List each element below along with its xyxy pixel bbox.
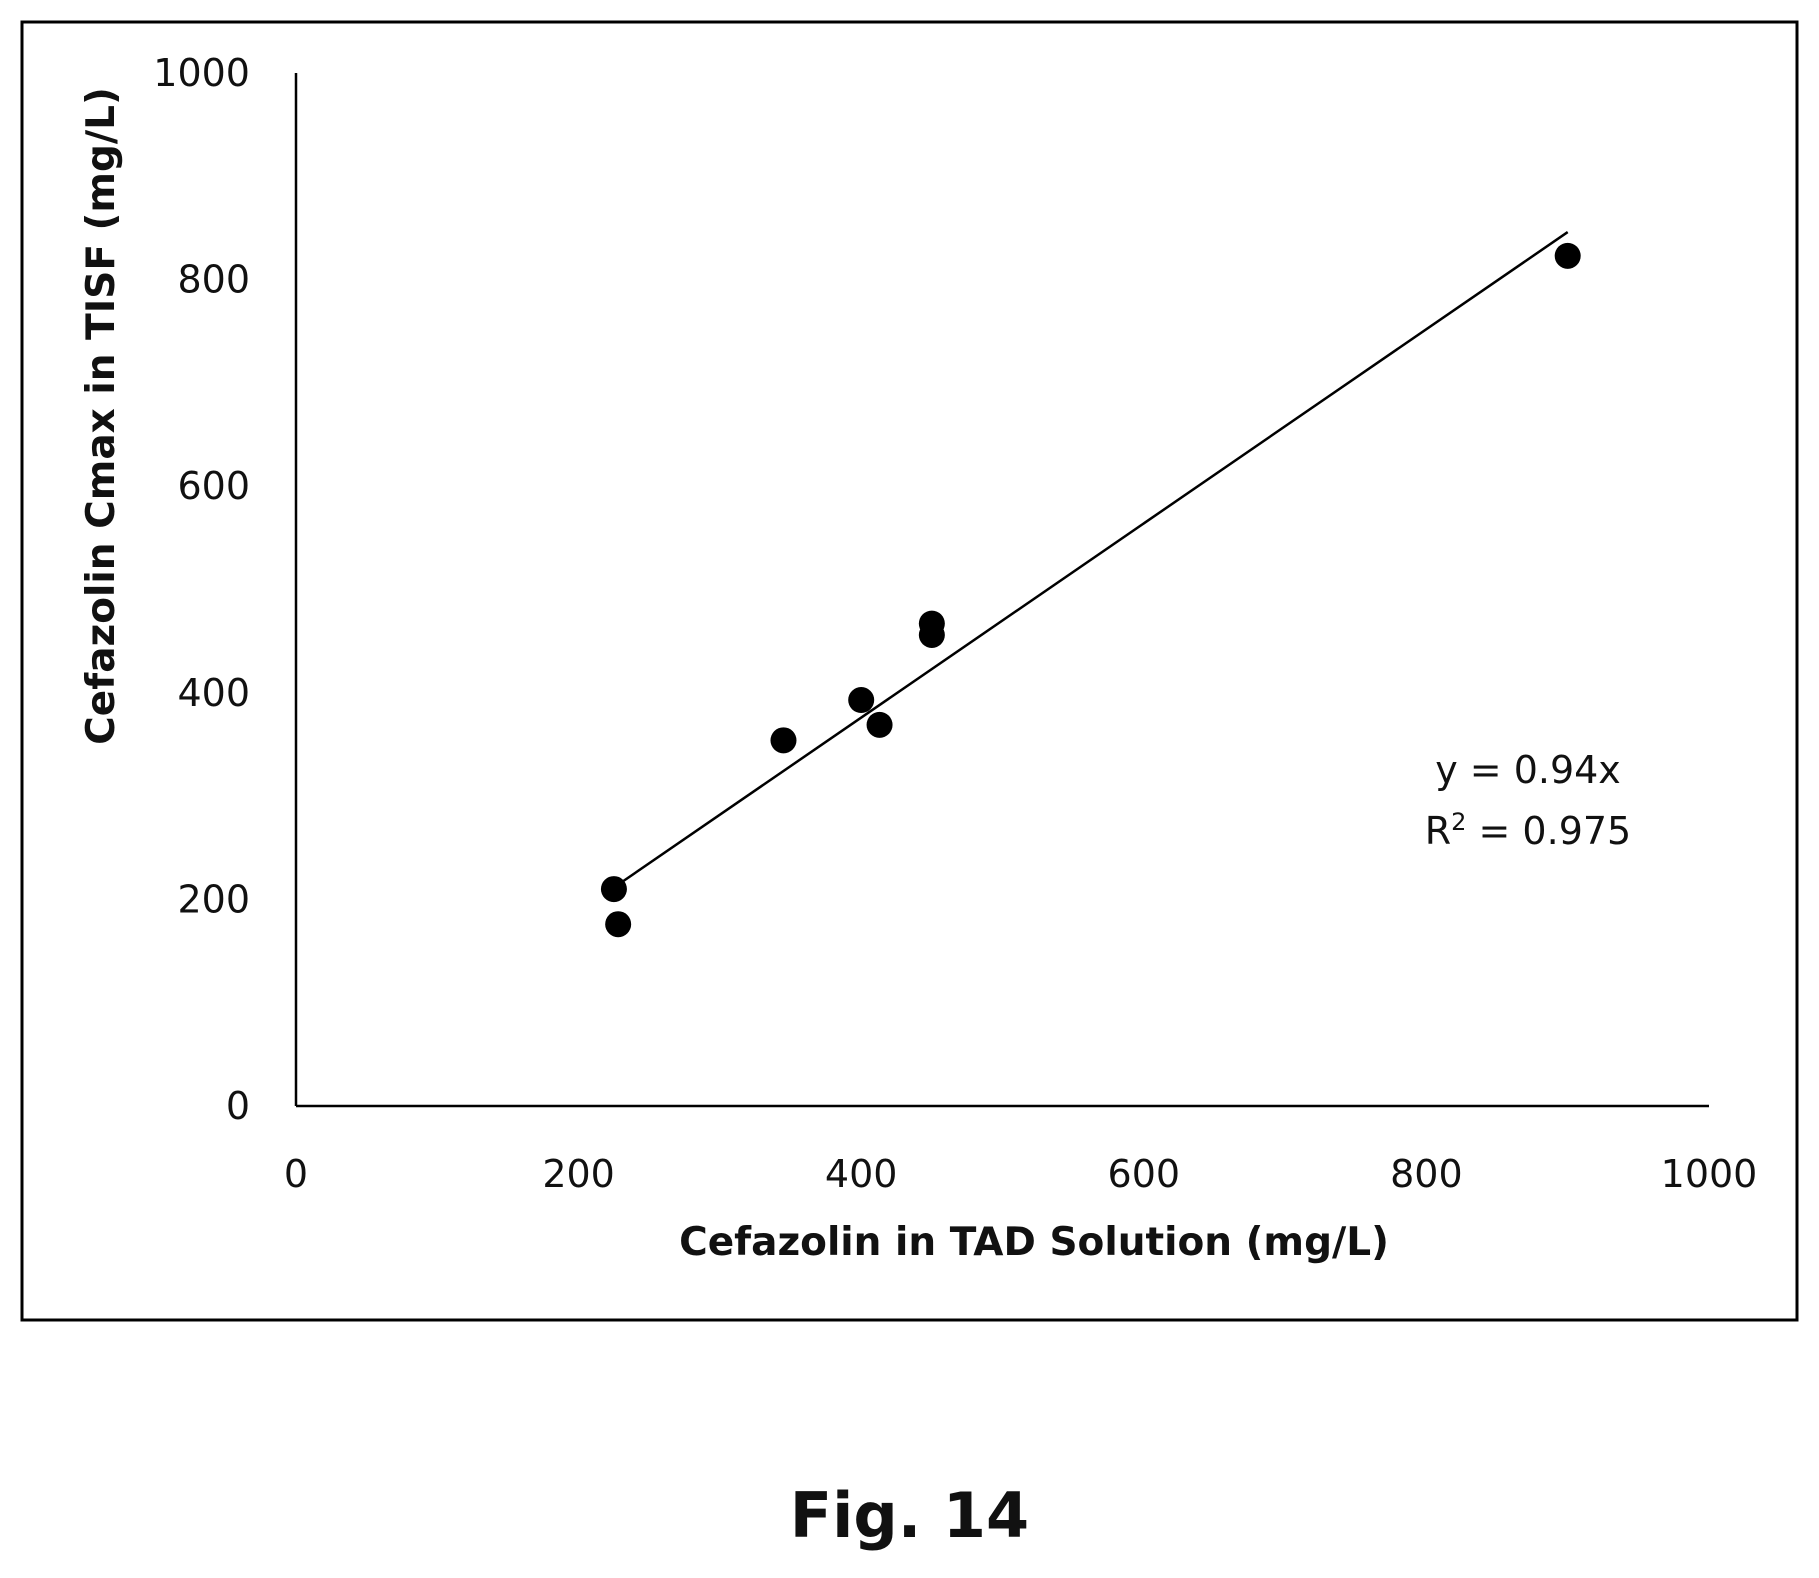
data-point — [1554, 242, 1581, 269]
y-tick-label: 0 — [226, 1084, 250, 1128]
y-axis-title: Cefazolin Cmax in TISF (mg/L) — [79, 87, 124, 745]
y-tick-label: 600 — [177, 464, 250, 508]
x-tick-label: 0 — [284, 1152, 308, 1196]
r-squared-prefix: R — [1425, 809, 1451, 853]
y-tick-label: 800 — [177, 258, 250, 302]
x-axis-title: Cefazolin in TAD Solution (mg/L) — [679, 1220, 1389, 1265]
data-point — [848, 687, 875, 714]
y-tick-label: 400 — [177, 671, 250, 715]
data-point — [770, 727, 797, 754]
r-squared-superscript: 2 — [1451, 808, 1466, 836]
y-tick-label: 200 — [177, 877, 250, 921]
y-tick-label: 1000 — [153, 51, 250, 95]
r-squared-value: = 0.975 — [1466, 809, 1631, 853]
x-tick-label: 1000 — [1661, 1152, 1758, 1196]
x-tick-label: 600 — [1108, 1152, 1181, 1196]
data-points — [600, 242, 1581, 938]
x-tick-label: 200 — [542, 1152, 615, 1196]
trendline-equation: y = 0.94x — [1435, 748, 1621, 792]
data-point — [600, 876, 627, 903]
y-tick-labels: 0 200 400 600 800 1000 — [153, 51, 250, 1128]
x-tick-labels: 0 200 400 600 800 1000 — [284, 1152, 1757, 1196]
chart-frame — [20, 20, 1799, 1322]
data-point — [605, 911, 632, 938]
r-squared-label: R2 = 0.975 — [1425, 808, 1631, 853]
data-point — [866, 711, 893, 738]
trendline — [613, 231, 1569, 889]
x-tick-label: 400 — [825, 1152, 898, 1196]
figure-caption: Fig. 14 — [789, 1479, 1030, 1552]
x-tick-label: 800 — [1390, 1152, 1463, 1196]
data-point — [918, 621, 945, 648]
